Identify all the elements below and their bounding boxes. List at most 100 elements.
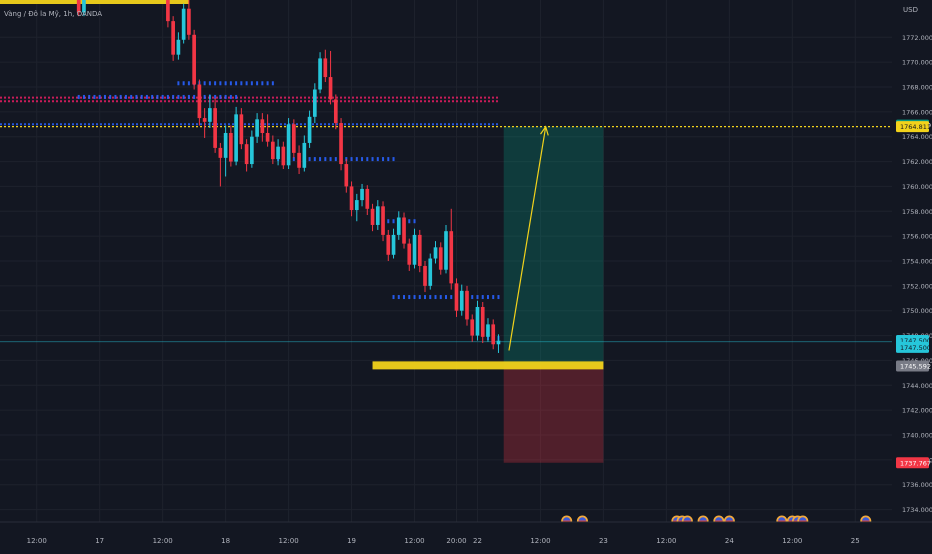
candles[interactable] xyxy=(76,0,501,353)
candle[interactable] xyxy=(333,94,338,130)
candle[interactable] xyxy=(208,94,212,129)
price-tick-label: 1750.000 xyxy=(902,307,932,315)
candle[interactable] xyxy=(229,125,233,167)
candle[interactable] xyxy=(176,32,181,60)
candle[interactable] xyxy=(386,229,391,261)
candle[interactable] xyxy=(202,108,207,138)
signal-marker xyxy=(471,295,474,300)
candle[interactable] xyxy=(239,108,244,150)
price-badge[interactable]: 1737.767 xyxy=(896,457,931,469)
candle[interactable] xyxy=(407,238,412,271)
price-badge[interactable]: 1745.592 xyxy=(896,360,931,372)
candle[interactable] xyxy=(339,118,343,171)
candle[interactable] xyxy=(187,0,191,40)
candle[interactable] xyxy=(349,181,354,217)
candle[interactable] xyxy=(491,319,496,350)
candle[interactable] xyxy=(396,211,401,240)
candle[interactable] xyxy=(360,183,364,207)
candle[interactable] xyxy=(213,98,217,153)
arrow-line[interactable] xyxy=(508,126,547,351)
candle[interactable] xyxy=(312,83,317,124)
candle[interactable] xyxy=(250,130,254,168)
price-badge-label: 1764.811 xyxy=(900,123,931,131)
price-badge[interactable]: 1747.500 xyxy=(896,341,931,353)
candle[interactable] xyxy=(417,229,422,273)
candle[interactable] xyxy=(281,141,286,170)
projection-arrow[interactable] xyxy=(508,125,549,351)
candle[interactable] xyxy=(181,3,186,44)
candle[interactable] xyxy=(402,212,406,249)
price-axis[interactable]: 1772.000 1770.000 1768.000 1766.000 1764.000… xyxy=(892,0,932,550)
signal-marker xyxy=(361,157,364,162)
candle[interactable] xyxy=(438,242,443,275)
candle-body xyxy=(255,119,259,137)
candle[interactable] xyxy=(475,300,480,341)
candle[interactable] xyxy=(470,314,475,342)
candle[interactable] xyxy=(166,0,170,28)
profit-zone[interactable] xyxy=(503,126,604,366)
candle[interactable] xyxy=(365,185,370,216)
signal-marker xyxy=(418,295,421,300)
time-axis[interactable]: 12:00 17 12:00 18 12:00 19 12:00 20:00 22 12:00 23… xyxy=(0,521,932,550)
candle[interactable] xyxy=(354,193,359,222)
signal-marker xyxy=(408,219,411,224)
signal-marker xyxy=(193,94,196,99)
candle[interactable] xyxy=(276,139,280,166)
candle[interactable] xyxy=(433,241,438,264)
candle[interactable] xyxy=(82,0,86,17)
candle[interactable] xyxy=(370,203,375,232)
candle[interactable] xyxy=(171,16,175,61)
candle[interactable] xyxy=(297,145,301,174)
candle[interactable] xyxy=(486,318,490,342)
candle[interactable] xyxy=(318,52,322,94)
candle[interactable] xyxy=(218,142,223,187)
candle[interactable] xyxy=(391,228,396,259)
horizontal-levels[interactable] xyxy=(0,0,892,370)
candle[interactable] xyxy=(255,113,259,143)
signal-marker xyxy=(434,295,437,300)
candle-body xyxy=(318,58,322,90)
candle[interactable] xyxy=(302,135,307,172)
candle[interactable] xyxy=(260,113,265,142)
candle-body xyxy=(349,186,354,211)
candle[interactable] xyxy=(76,0,81,17)
candle[interactable] xyxy=(480,302,485,344)
candle[interactable] xyxy=(307,110,312,148)
candle[interactable] xyxy=(244,139,249,172)
loss-zone[interactable] xyxy=(503,365,604,463)
signal-marker xyxy=(93,94,96,99)
signal-marker xyxy=(403,295,406,300)
candle[interactable] xyxy=(344,159,349,193)
candle-body xyxy=(344,164,349,187)
candle[interactable] xyxy=(459,284,464,316)
price-tick-label: 1734.000 xyxy=(902,506,932,514)
candle[interactable] xyxy=(265,114,270,147)
candle[interactable] xyxy=(192,29,196,90)
price-badge[interactable]: 1764.811 xyxy=(896,121,931,133)
candle[interactable] xyxy=(197,79,202,126)
candle[interactable] xyxy=(375,200,380,230)
candle[interactable] xyxy=(291,119,296,158)
candle[interactable] xyxy=(328,50,333,105)
time-axis-bg xyxy=(0,522,892,550)
candle[interactable] xyxy=(381,201,385,242)
candle[interactable] xyxy=(286,118,291,170)
candle[interactable] xyxy=(465,285,469,326)
arrow-head[interactable] xyxy=(540,125,549,136)
candle[interactable] xyxy=(449,208,454,290)
candle[interactable] xyxy=(234,106,238,166)
candle[interactable] xyxy=(271,135,275,165)
candle-body xyxy=(370,208,375,225)
candle[interactable] xyxy=(428,253,433,290)
candle[interactable] xyxy=(323,49,328,83)
candle[interactable] xyxy=(423,261,427,293)
signal-marker xyxy=(476,295,479,300)
candle[interactable] xyxy=(444,224,448,274)
position-zones[interactable] xyxy=(503,126,604,463)
candle[interactable] xyxy=(496,334,501,353)
candle[interactable] xyxy=(412,228,417,269)
candle[interactable] xyxy=(223,125,228,177)
candle[interactable] xyxy=(454,278,459,317)
